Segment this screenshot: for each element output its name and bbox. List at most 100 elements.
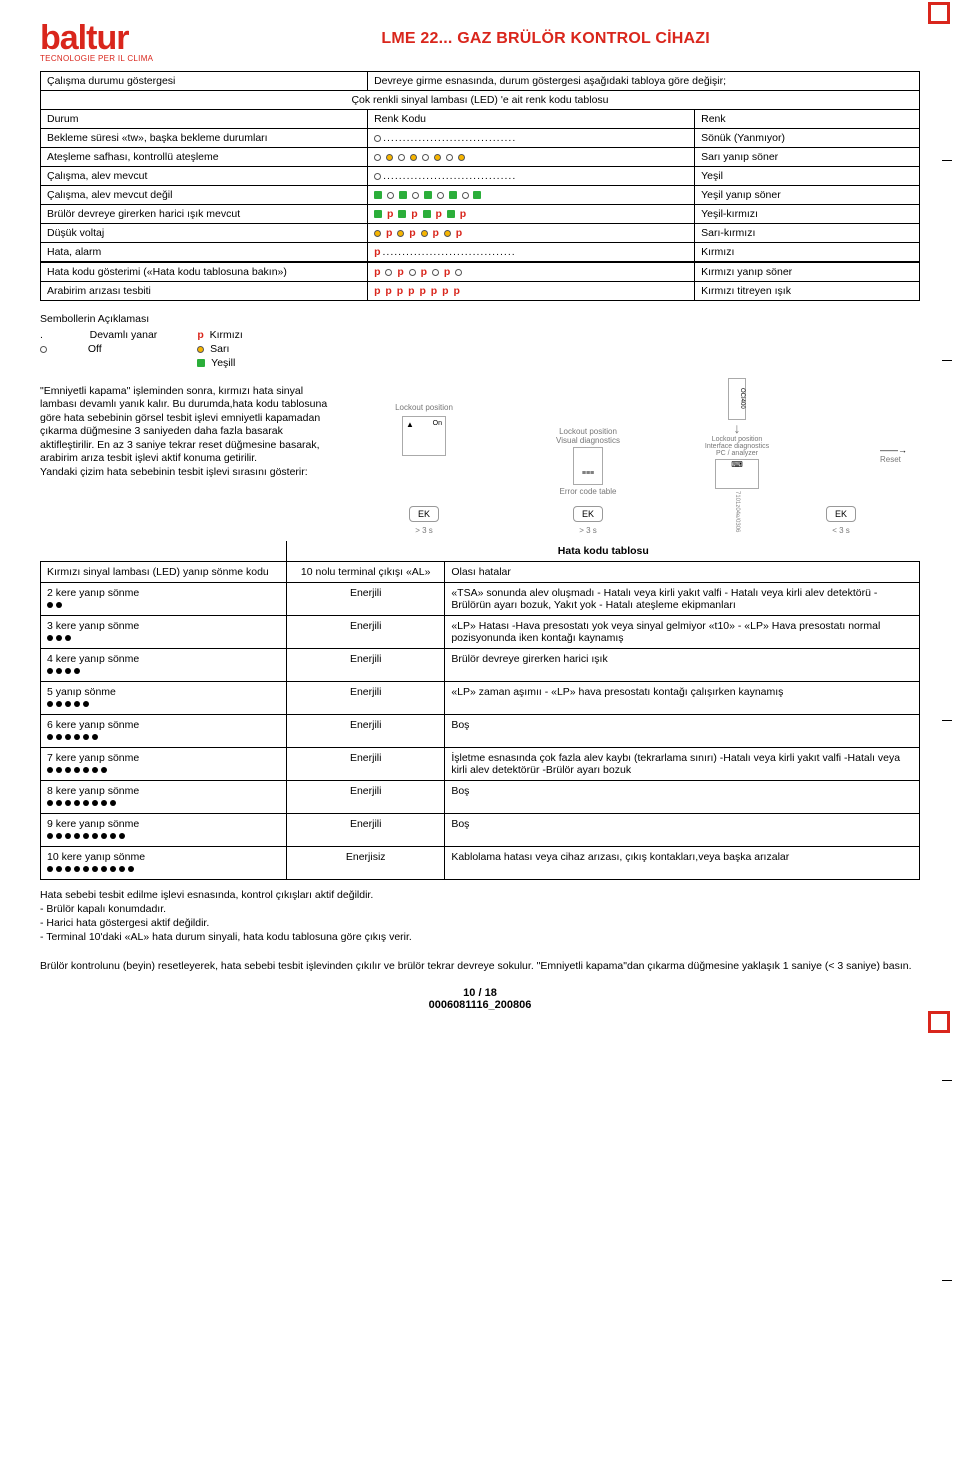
legend-item: p Kırmızı — [197, 329, 243, 341]
cell-mid: Enerjili — [287, 681, 445, 714]
table-row: 4 kere yanıp sönme Enerjili Brülör devre… — [41, 648, 920, 681]
cell-left: 5 yanıp sönme — [41, 681, 287, 714]
table-row: Düşük voltaj p p p p Sarı-kırmızı — [41, 223, 920, 242]
diagram: Lockout position ▲ On EK > 3 s Lockout p… — [344, 375, 920, 535]
cell-renk: Sarı yanıp söner — [695, 147, 920, 166]
cell-right: «LP» zaman aşımıı - «LP» hava presostatı… — [445, 681, 920, 714]
page-title: LME 22... GAZ BRÜLÖR KONTROL CİHAZI — [171, 30, 920, 48]
cell-kod: .................................. — [368, 128, 695, 147]
table-row: 8 kere yanıp sönme Enerjili Boş — [41, 780, 920, 813]
symbol-legend: Sembollerin Açıklaması . Devamlı yanar O… — [40, 313, 920, 369]
cell-left: 7 kere yanıp sönme — [41, 747, 287, 780]
cell-kod: p p p p p p p p — [368, 281, 695, 300]
table-row: Bekleme süresi «tw», başka bekleme durum… — [41, 128, 920, 147]
cell-kod: p p p p — [368, 262, 695, 282]
cell-durum: Düşük voltaj — [41, 223, 368, 242]
table-row: Çalışma, alev mevcut ...................… — [41, 166, 920, 185]
table-row: 2 kere yanıp sönme Enerjili «TSA» sonund… — [41, 582, 920, 615]
cell-renk: Yeşil — [695, 166, 920, 185]
col-mid: 10 nolu terminal çıkışı «AL» — [287, 561, 445, 582]
cell-durum: Hata, alarm — [41, 242, 368, 262]
col-left: Kırmızı sinyal lambası (LED) yanıp sönme… — [41, 561, 287, 582]
cell-durum: Çalışma, alev mevcut — [41, 166, 368, 185]
footnotes: Hata sebebi tesbit edilme işlevi esnasın… — [40, 888, 920, 973]
subhead: Çok renkli sinyal lambası (LED) 'e ait r… — [41, 90, 920, 109]
logo-text: baltur — [40, 24, 128, 53]
cell-mid: Enerjili — [287, 615, 445, 648]
cell-right: Boş — [445, 780, 920, 813]
table-row: 6 kere yanıp sönme Enerjili Boş — [41, 714, 920, 747]
cell-durum: Çalışma, alev mevcut değil — [41, 185, 368, 204]
table-row: 9 kere yanıp sönme Enerjili Boş — [41, 813, 920, 846]
cell-mid: Enerjili — [287, 780, 445, 813]
cell-mid: Enerjili — [287, 582, 445, 615]
fault-code-table: Hata kodu tablosu Kırmızı sinyal lambası… — [40, 541, 920, 880]
cell-kod: p p p p — [368, 204, 695, 223]
cell-kod: p.................................. — [368, 242, 695, 262]
table-row: 10 kere yanıp sönme Enerjisiz Kablolama … — [41, 846, 920, 879]
cell-right: Kablolama hatası veya cihaz arızası, çık… — [445, 846, 920, 879]
table-row: Çalışma durumu göstergesi Devreye girme … — [41, 71, 920, 90]
cell-kod — [368, 147, 695, 166]
cell-mid: Enerjili — [287, 747, 445, 780]
table-header-row: Durum Renk Kodu Renk — [41, 109, 920, 128]
table-row: 5 yanıp sönme Enerjili «LP» zaman aşımıı… — [41, 681, 920, 714]
cell-left: 3 kere yanıp sönme — [41, 615, 287, 648]
fault-table-title: Hata kodu tablosu — [287, 541, 920, 562]
intro-right: Devreye girme esnasında, durum gösterges… — [368, 71, 920, 90]
table-row: Ateşleme safhası, kontrollü ateşleme Sar… — [41, 147, 920, 166]
col-right: Olası hatalar — [445, 561, 920, 582]
col-kod: Renk Kodu — [368, 109, 695, 128]
table-row: Hata kodu tablosu — [41, 541, 920, 562]
corner-square-bottom — [928, 1011, 950, 1033]
page-number: 10 / 18 — [40, 987, 920, 999]
cell-left: 10 kere yanıp sönme — [41, 846, 287, 879]
footnote-line: Brülör kontrolunu (beyin) resetleyerek, … — [40, 959, 920, 973]
table-row: Arabirim arızası tesbiti p p p p p p p p… — [41, 281, 920, 300]
cell-durum: Brülör devreye girerken harici ışık mevc… — [41, 204, 368, 223]
table-row: 3 kere yanıp sönme Enerjili «LP» Hatası … — [41, 615, 920, 648]
cell-durum: Arabirim arızası tesbiti — [41, 281, 368, 300]
cell-renk: Kırmızı — [695, 242, 920, 262]
cell-kod: p p p p — [368, 223, 695, 242]
cell-left: 4 kere yanıp sönme — [41, 648, 287, 681]
corner-square-top — [928, 2, 950, 24]
col-renk: Renk — [695, 109, 920, 128]
cell-left: 2 kere yanıp sönme — [41, 582, 287, 615]
cell-mid: Enerjili — [287, 813, 445, 846]
cell-mid: Enerjili — [287, 714, 445, 747]
cell-kod — [368, 185, 695, 204]
intro-left: Çalışma durumu göstergesi — [41, 71, 368, 90]
cell-durum: Hata kodu gösterimi («Hata kodu tablosun… — [41, 262, 368, 282]
legend-title: Sembollerin Açıklaması — [40, 313, 920, 325]
footnote-line: Hata sebebi tesbit edilme işlevi esnasın… — [40, 888, 920, 902]
table-row: Çalışma, alev mevcut değil Yeşil yanıp s… — [41, 185, 920, 204]
cell-left: 9 kere yanıp sönme — [41, 813, 287, 846]
cell-renk: Sarı-kırmızı — [695, 223, 920, 242]
cell-renk: Sönük (Yanmıyor) — [695, 128, 920, 147]
explanation-paragraph: "Emniyetli kapama" işleminden sonra, kır… — [40, 385, 328, 535]
footnote-bullet: - Brülör kapalı konumdadır. — [40, 902, 920, 916]
cell-left: 6 kere yanıp sönme — [41, 714, 287, 747]
cell-right: Boş — [445, 813, 920, 846]
cell-right: İşletme esnasında çok fazla alev kaybı (… — [445, 747, 920, 780]
cell-renk: Yeşil yanıp söner — [695, 185, 920, 204]
cell-durum: Ateşleme safhası, kontrollü ateşleme — [41, 147, 368, 166]
legend-item: Yeşill — [197, 357, 243, 369]
legend-item: Off — [40, 343, 157, 355]
legend-item: Sarı — [197, 343, 243, 355]
table-row: Çok renkli sinyal lambası (LED) 'e ait r… — [41, 90, 920, 109]
table-row: Hata kodu gösterimi («Hata kodu tablosun… — [41, 262, 920, 282]
cell-renk: Yeşil-kırmızı — [695, 204, 920, 223]
logo-tagline: TECNOLOGIE PER IL CLIMA — [40, 54, 153, 63]
doc-code: 0006081116_200806 — [40, 999, 920, 1011]
cell-renk: Kırmızı yanıp söner — [695, 262, 920, 282]
table-header-row: Kırmızı sinyal lambası (LED) yanıp sönme… — [41, 561, 920, 582]
cell-mid: Enerjili — [287, 648, 445, 681]
cell-durum: Bekleme süresi «tw», başka bekleme durum… — [41, 128, 368, 147]
cell-kod: .................................. — [368, 166, 695, 185]
table-row: 7 kere yanıp sönme Enerjili İşletme esna… — [41, 747, 920, 780]
page-footer: 10 / 18 0006081116_200806 — [40, 987, 920, 1011]
legend-item: . Devamlı yanar — [40, 329, 157, 341]
footnote-bullet: - Harici hata göstergesi aktif değildir. — [40, 916, 920, 930]
